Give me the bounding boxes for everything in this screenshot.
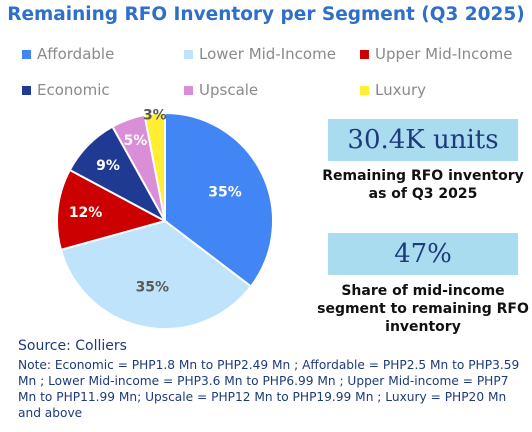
- legend-swatch: [22, 49, 31, 59]
- slice-data-label: 3%: [143, 108, 167, 124]
- legend-label: Lower Mid-Income: [199, 45, 336, 63]
- kpi-mid-income-share-label: Share of mid-income segment to remaining…: [317, 283, 529, 335]
- pie-slice-luxury: [143, 111, 166, 222]
- legend-label: Affordable: [37, 45, 115, 63]
- note-text: Note: Economic = PHP1.8 Mn to PHP2.49 Mn…: [18, 358, 520, 420]
- kpi-mid-income-share-value: 47%: [328, 233, 518, 275]
- legend-item-upper-mid-income: Upper Mid-Income: [360, 45, 512, 63]
- chart-title: Remaining RFO Inventory per Segment (Q3 …: [7, 4, 525, 25]
- legend-item-lower-mid-income: Lower Mid-Income: [184, 45, 360, 63]
- slice-data-label: 35%: [208, 184, 242, 200]
- pie-slice-upper-mid-income: [56, 168, 168, 252]
- legend-swatch: [184, 85, 193, 95]
- legend-item-luxury: Luxury: [360, 81, 426, 99]
- legend-label: Upper Mid-Income: [375, 45, 513, 63]
- legend-swatch: [184, 49, 193, 59]
- legend-row: Affordable Lower Mid-Income Upper Mid-In…: [22, 36, 527, 72]
- kpi-total-units-label: Remaining RFO inventory as of Q3 2025: [322, 168, 524, 202]
- slice-data-label: 5%: [124, 133, 148, 149]
- slice-data-label: 12%: [69, 205, 103, 221]
- legend-row: Economic Upscale Luxury: [22, 72, 527, 108]
- legend-label: Upscale: [199, 81, 259, 99]
- source-text: Source: Colliers: [18, 338, 127, 354]
- legend-item-affordable: Affordable: [22, 45, 184, 63]
- legend-label: Luxury: [375, 81, 427, 99]
- kpi-total-units-value: 30.4K units: [328, 119, 518, 161]
- pie-slice-lower-mid-income: [59, 219, 253, 330]
- legend-item-upscale: Upscale: [184, 81, 360, 99]
- legend-swatch: [22, 85, 31, 95]
- legend-label: Economic: [37, 81, 110, 99]
- pie-slice-affordable: [164, 111, 274, 288]
- legend-swatch: [360, 85, 369, 95]
- chart-legend: Affordable Lower Mid-Income Upper Mid-In…: [22, 36, 527, 108]
- legend-swatch: [360, 49, 369, 59]
- slice-data-label: 35%: [136, 280, 170, 296]
- legend-item-economic: Economic: [22, 81, 184, 99]
- slice-data-label: 9%: [96, 158, 120, 174]
